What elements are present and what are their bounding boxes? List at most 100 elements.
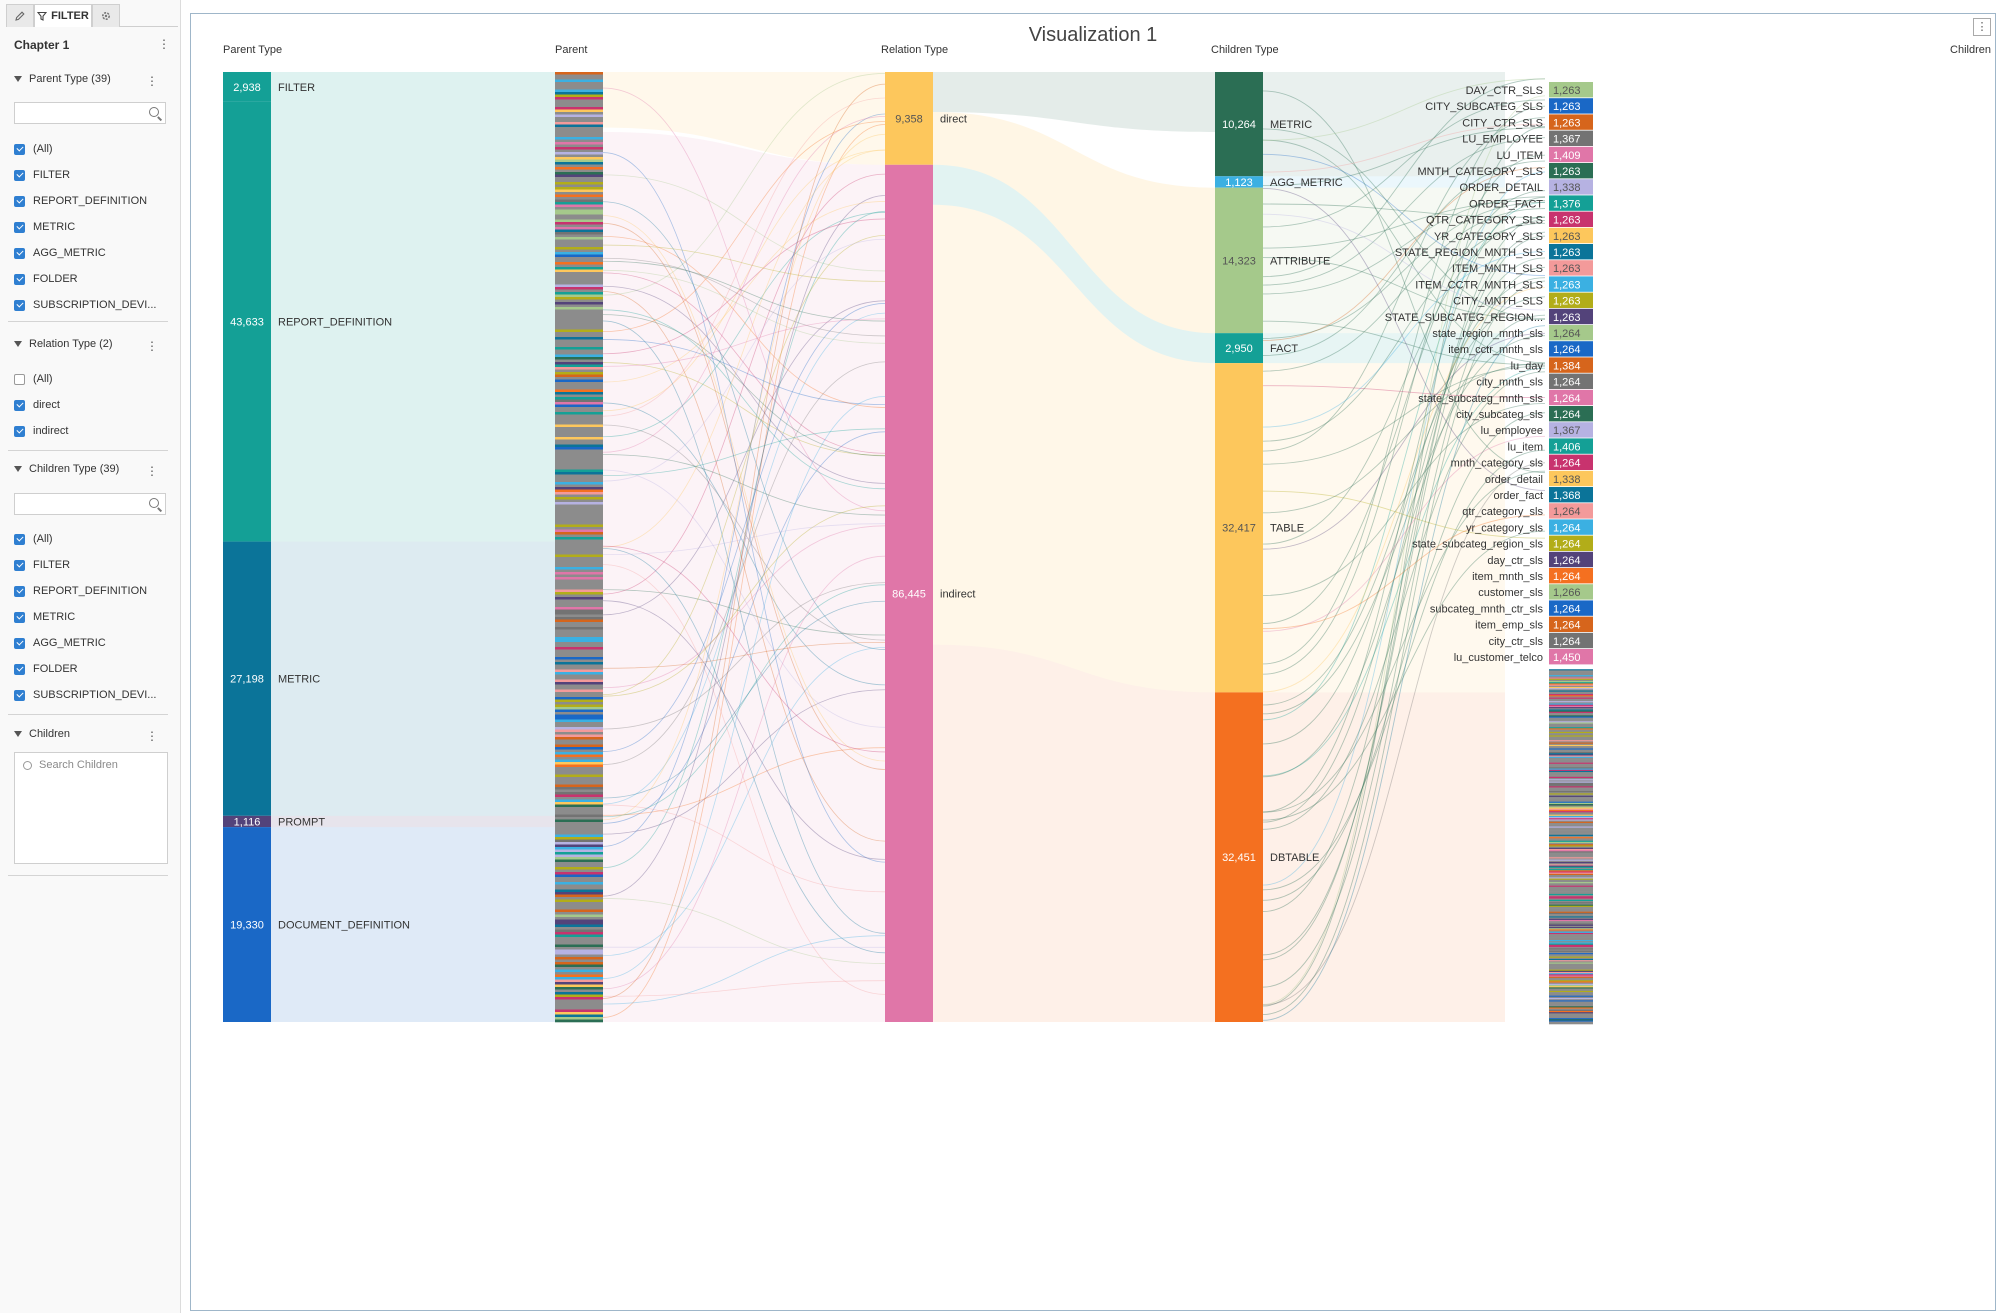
children-node[interactable] (1549, 820, 1593, 823)
children-node[interactable] (1549, 867, 1593, 870)
parent-node[interactable] (555, 952, 603, 955)
children-node-bar[interactable] (1549, 406, 1593, 422)
parent-node[interactable] (555, 484, 603, 488)
children-node[interactable] (1549, 821, 1593, 824)
parent-node[interactable] (555, 544, 603, 548)
children-node[interactable] (1549, 954, 1593, 956)
children-node[interactable] (1549, 984, 1593, 987)
parent-node[interactable] (555, 459, 603, 463)
children-node[interactable] (1549, 684, 1593, 687)
children-node[interactable] (1549, 863, 1593, 865)
children-node[interactable] (1549, 876, 1593, 878)
parent-node[interactable] (555, 122, 603, 125)
checkbox-checked-icon[interactable] (14, 611, 25, 623)
parent-node[interactable] (555, 414, 603, 418)
parent-node[interactable] (555, 517, 603, 520)
children-node[interactable] (1549, 996, 1593, 999)
parent-node[interactable] (555, 204, 603, 208)
parent-node[interactable] (555, 497, 603, 500)
parent-node[interactable] (555, 627, 603, 630)
parent-node[interactable] (555, 382, 603, 385)
children-node[interactable] (1549, 733, 1593, 735)
children-node[interactable] (1549, 698, 1593, 701)
parent-node[interactable] (555, 672, 603, 675)
parent-node[interactable] (555, 367, 603, 370)
children-node[interactable] (1549, 781, 1593, 784)
parent-node[interactable] (555, 859, 603, 863)
filter-option[interactable]: (All) (14, 373, 164, 385)
children-node[interactable] (1549, 841, 1593, 844)
parent-type-node-bar[interactable] (223, 72, 271, 102)
filter-option[interactable]: FOLDER (14, 663, 164, 675)
parent-node[interactable] (555, 619, 603, 623)
children-node[interactable] (1549, 940, 1593, 942)
children-node[interactable] (1549, 912, 1593, 915)
children-node[interactable] (1549, 870, 1593, 872)
parent-node[interactable] (555, 962, 603, 965)
children-node[interactable] (1549, 748, 1593, 750)
parent-node[interactable] (555, 492, 603, 495)
parent-node[interactable] (555, 807, 603, 810)
parent-node[interactable] (555, 359, 603, 363)
parent-node[interactable] (555, 152, 603, 155)
children-node[interactable] (1549, 744, 1593, 747)
parent-node[interactable] (555, 112, 603, 115)
children-node[interactable]: 1,264 qtr_category_sls (1462, 503, 1593, 519)
parent-node[interactable] (555, 199, 603, 203)
parent-node[interactable] (555, 532, 603, 535)
parent-node[interactable] (555, 527, 603, 530)
children-node-bar[interactable] (1549, 341, 1593, 357)
parent-node[interactable] (555, 639, 603, 643)
children-node[interactable]: 1,367 LU_EMPLOYEE (1462, 130, 1593, 146)
parent-node[interactable] (555, 84, 603, 88)
children-node[interactable] (1549, 677, 1593, 679)
children-type-node[interactable]: 10,264 METRIC (1215, 72, 1312, 177)
children-node[interactable] (1549, 789, 1593, 792)
children-node[interactable] (1549, 679, 1593, 682)
children-node[interactable] (1549, 866, 1593, 869)
children-node[interactable] (1549, 767, 1593, 769)
parent-node[interactable] (555, 387, 603, 390)
parent-node[interactable] (555, 177, 603, 180)
parent-node[interactable] (555, 754, 603, 758)
parent-type-node[interactable]: 27,198 METRIC (223, 541, 320, 816)
parent-node[interactable] (555, 294, 603, 298)
parent-node[interactable] (555, 184, 603, 188)
children-node[interactable] (1549, 977, 1593, 980)
children-node[interactable] (1549, 988, 1593, 991)
relation-type-node[interactable]: 86,445 indirect (885, 164, 975, 1022)
parent-node[interactable] (555, 237, 603, 240)
parent-node[interactable] (555, 922, 603, 925)
children-node[interactable] (1549, 828, 1593, 831)
children-node[interactable] (1549, 717, 1593, 720)
parent-node[interactable] (555, 109, 603, 113)
children-node[interactable] (1549, 1021, 1593, 1024)
relation-type-node-bar[interactable] (885, 72, 933, 165)
children-node[interactable]: 1,264 item_mnth_sls (1472, 568, 1593, 584)
parent-node[interactable] (555, 829, 603, 833)
children-node[interactable] (1549, 851, 1593, 853)
parent-node[interactable] (555, 819, 603, 823)
children-node[interactable] (1549, 860, 1593, 863)
parent-node[interactable] (555, 364, 603, 368)
children-node[interactable] (1549, 993, 1593, 995)
children-node[interactable] (1549, 691, 1593, 694)
children-node[interactable]: 1,263 CITY_MNTH_SLS (1453, 292, 1593, 308)
parent-node[interactable] (555, 362, 603, 365)
parent-node[interactable] (555, 222, 603, 225)
parent-node[interactable] (555, 249, 603, 253)
parent-node[interactable] (555, 769, 603, 773)
children-node[interactable] (1549, 892, 1593, 895)
parent-node[interactable] (555, 129, 603, 133)
parent-node[interactable] (555, 194, 603, 198)
children-node[interactable]: 1,409 LU_ITEM (1497, 146, 1593, 163)
children-node[interactable] (1549, 750, 1593, 753)
parent-node[interactable] (555, 662, 603, 665)
children-node[interactable] (1549, 723, 1593, 726)
children-node[interactable] (1549, 883, 1593, 885)
children-node[interactable] (1549, 962, 1593, 964)
children-node[interactable] (1549, 697, 1593, 700)
parent-node[interactable] (555, 407, 603, 410)
parent-node[interactable] (555, 777, 603, 780)
children-node[interactable] (1549, 742, 1593, 745)
